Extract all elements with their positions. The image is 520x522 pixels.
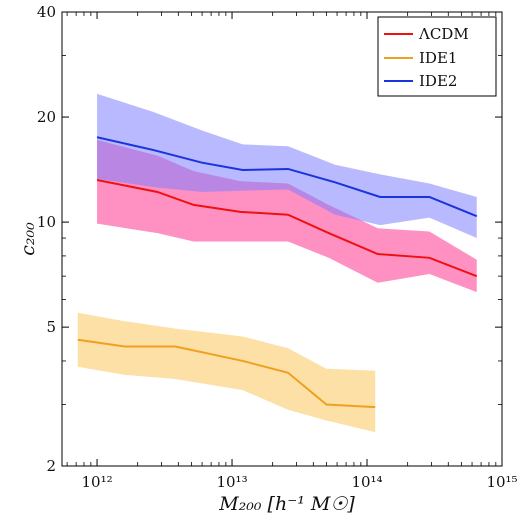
- line-lcdm: [96, 179, 478, 278]
- plot-frame: [61, 11, 503, 467]
- y-tick-label: 10: [37, 213, 56, 231]
- band-ide1: [77, 312, 376, 433]
- y-tick-label: 5: [46, 318, 56, 336]
- x-tick-label: 10¹³: [216, 473, 247, 491]
- legend-box: [377, 16, 497, 97]
- legend-label-ide2: IDE2: [419, 72, 457, 90]
- legend-label-ide1: IDE1: [419, 49, 457, 67]
- y-tick-label: 2: [46, 457, 56, 475]
- x-tick-label: 10¹⁴: [351, 473, 382, 491]
- y-axis-label: c₂₀₀: [17, 222, 39, 256]
- y-tick-label: 20: [37, 108, 56, 126]
- x-tick-label: 10¹⁵: [486, 473, 517, 491]
- y-tick-label: 40: [37, 3, 56, 21]
- legend-label-lcdm: ΛCDM: [418, 25, 469, 43]
- legend: ΛCDM IDE1 IDE2: [377, 16, 497, 97]
- line-ide2: [96, 136, 478, 218]
- x-axis-label: M₂₀₀ [h⁻¹ M☉]: [218, 493, 355, 515]
- band-ide2: [97, 93, 477, 239]
- line-ide1: [77, 338, 376, 409]
- series-lines: [77, 136, 478, 409]
- x-tick-label: 10¹²: [81, 473, 112, 491]
- tick-labels: 10¹² 10¹³ 10¹⁴ 10¹⁵ 2 5 10 20 40: [37, 3, 518, 491]
